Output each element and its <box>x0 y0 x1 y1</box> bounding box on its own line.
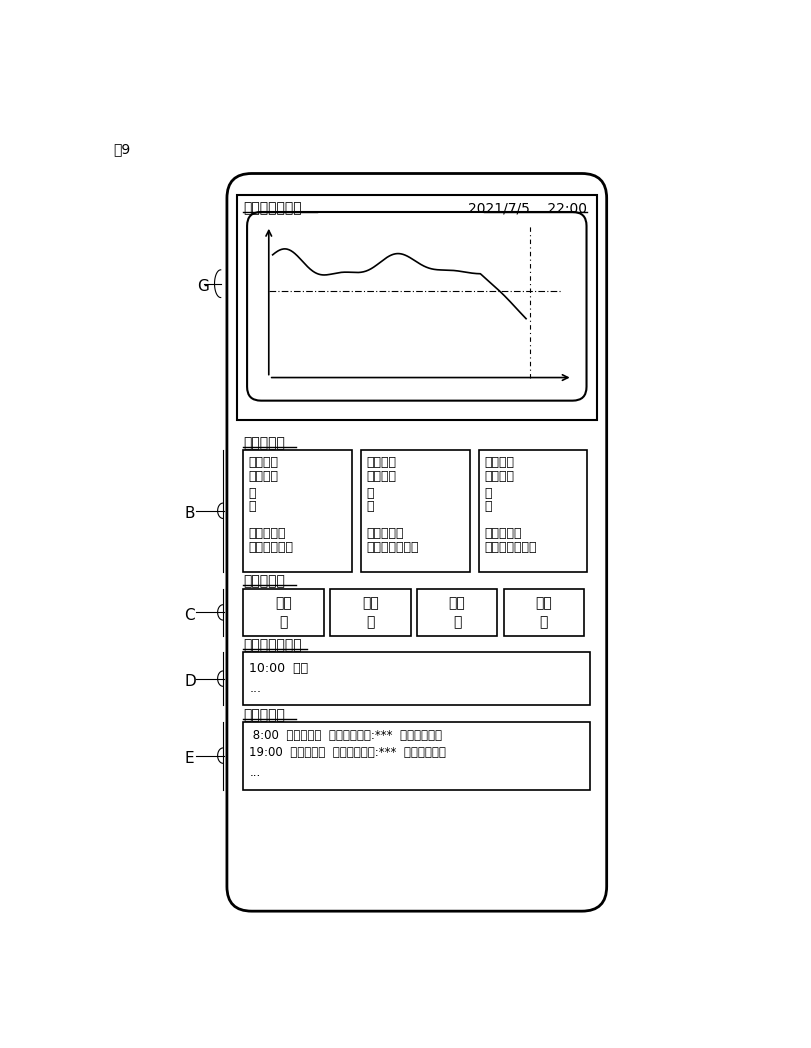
Bar <box>243 589 324 636</box>
Text: 未: 未 <box>453 615 461 630</box>
Text: 推奨献立: 推奨献立 <box>484 470 514 483</box>
Bar <box>243 450 352 571</box>
Text: 未: 未 <box>539 615 548 630</box>
Text: ・スケジュール: ・スケジュール <box>243 638 302 653</box>
Text: ＜朝食＞: ＜朝食＞ <box>249 456 279 470</box>
Text: ...: ... <box>250 681 261 695</box>
Text: B: B <box>184 506 195 521</box>
Text: ９時～１０時: ９時～１０時 <box>249 541 294 553</box>
FancyBboxPatch shape <box>227 174 607 911</box>
Text: G: G <box>197 279 209 294</box>
Bar <box>243 722 590 789</box>
Text: 朝食: 朝食 <box>275 596 292 610</box>
Text: C: C <box>184 608 195 623</box>
Text: ・: ・ <box>249 487 256 500</box>
Text: ・食事提案: ・食事提案 <box>243 436 285 450</box>
Bar <box>237 195 597 420</box>
Text: 済: 済 <box>279 615 288 630</box>
Bar <box>243 653 590 705</box>
Text: 間食: 間食 <box>448 596 466 610</box>
Text: E: E <box>184 751 194 766</box>
Text: ・: ・ <box>367 500 374 512</box>
Bar <box>504 589 584 636</box>
Text: ・活動記録: ・活動記録 <box>243 707 285 722</box>
Text: 図9: 図9 <box>113 143 131 157</box>
Text: 推奨時間帯: 推奨時間帯 <box>484 527 521 540</box>
Text: 夕食: 夕食 <box>535 596 552 610</box>
Text: 昼食: 昼食 <box>362 596 379 610</box>
Text: 推奨時間帯: 推奨時間帯 <box>249 527 286 540</box>
Text: ・: ・ <box>484 500 491 512</box>
Text: ・食事記録: ・食事記録 <box>243 574 285 589</box>
Text: 19:00  徒歩３０分  消費カロリー:***  運動強度：小: 19:00 徒歩３０分 消費カロリー:*** 運動強度：小 <box>250 746 446 760</box>
FancyBboxPatch shape <box>247 212 586 400</box>
Bar <box>478 450 587 571</box>
Text: ...: ... <box>250 766 260 780</box>
Text: ・: ・ <box>249 500 256 512</box>
Text: １３時～１４時: １３時～１４時 <box>367 541 419 553</box>
Text: 推奨献立: 推奨献立 <box>367 470 397 483</box>
Bar <box>417 589 497 636</box>
Text: １９時～２０時: １９時～２０時 <box>484 541 537 553</box>
Bar <box>330 589 410 636</box>
Text: 8:00  徒歩３０分  消費カロリー:***  運動強度：小: 8:00 徒歩３０分 消費カロリー:*** 運動強度：小 <box>250 729 442 742</box>
Text: 10:00  会議: 10:00 会議 <box>250 661 308 675</box>
Text: 済: 済 <box>366 615 375 630</box>
Bar <box>361 450 470 571</box>
Text: ・: ・ <box>484 487 491 500</box>
Text: 2021/7/5    22:00: 2021/7/5 22:00 <box>468 201 587 215</box>
Text: ・: ・ <box>367 487 374 500</box>
Text: ・血糖値グラフ: ・血糖値グラフ <box>243 201 302 215</box>
Text: 推奨時間帯: 推奨時間帯 <box>367 527 404 540</box>
Text: D: D <box>184 674 196 689</box>
Text: 推奨献立: 推奨献立 <box>249 470 279 483</box>
Text: ＜昼食＞: ＜昼食＞ <box>367 456 397 470</box>
Text: ＜夕食＞: ＜夕食＞ <box>484 456 514 470</box>
